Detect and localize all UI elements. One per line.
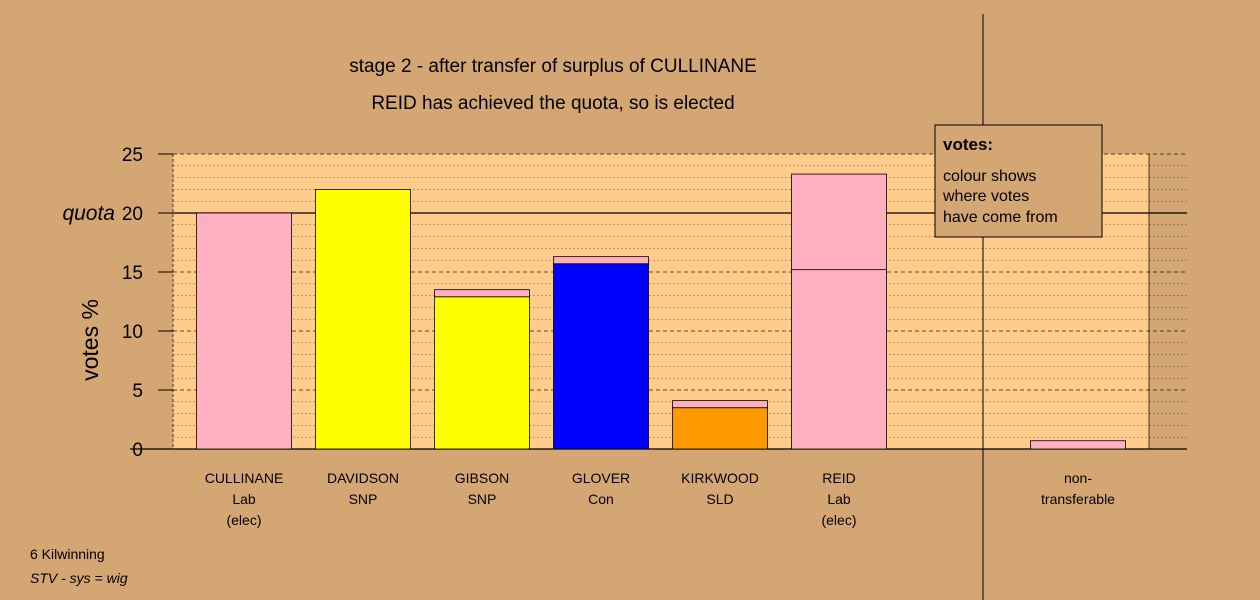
bar-segment: [553, 256, 649, 265]
legend-title: votes:: [943, 135, 993, 154]
bar-segment: [1030, 440, 1126, 450]
legend-box: [934, 124, 1103, 238]
bar-segment: [672, 400, 768, 409]
category-labels: CULLINANE Lab (elec) DAVIDSON SNP GIBSON SNP GL…: [205, 470, 1115, 528]
y-tick-label: 15: [122, 263, 143, 284]
category-label: Lab: [827, 491, 851, 507]
category-label: SNP: [468, 491, 497, 507]
category-label: DAVIDSON: [327, 470, 399, 486]
footer-system: STV - sys = wig: [30, 570, 128, 586]
legend-line-1: colour shows: [943, 168, 1036, 185]
bar-segment: [315, 188, 411, 450]
quota-label: quota: [62, 202, 115, 225]
y-tick-label: 20: [122, 204, 143, 225]
y-tick-label: 5: [132, 381, 143, 402]
category-label: GLOVER: [572, 470, 630, 486]
bar-segment: [434, 289, 530, 298]
category-label: (elec): [226, 512, 261, 528]
category-label: (elec): [821, 512, 856, 528]
legend-line-3: have come from: [943, 209, 1058, 226]
category-label: REID: [822, 470, 855, 486]
y-axis-label: votes %: [77, 299, 103, 381]
category-label: SNP: [349, 491, 378, 507]
category-label: KIRKWOOD: [681, 470, 759, 486]
category-label: Lab: [232, 491, 256, 507]
y-tick-label: 10: [122, 322, 143, 343]
legend: votes: colour shows where votes have com…: [934, 124, 1103, 238]
bar-segment: [553, 263, 649, 450]
category-label: CULLINANE: [205, 470, 284, 486]
bar-segment: [196, 212, 292, 450]
y-tick-label: 0: [132, 440, 143, 461]
bar-segment: [672, 407, 768, 450]
bars: [196, 173, 1126, 450]
legend-line-2: where votes: [942, 188, 1029, 205]
y-axis: 0 5 10 15 20 25 quota: [62, 145, 173, 461]
category-label: non-: [1064, 470, 1092, 486]
category-label: GIBSON: [455, 470, 509, 486]
chart-title: stage 2 - after transfer of surplus of C…: [349, 56, 757, 77]
footer-ward: 6 Kilwinning: [30, 546, 105, 562]
category-label: Con: [588, 491, 614, 507]
bar-segment: [791, 173, 887, 271]
chart-subtitle: REID has achieved the quota, so is elect…: [371, 93, 734, 114]
category-label: SLD: [706, 491, 733, 507]
bar-segment: [791, 269, 887, 450]
bar-segment: [434, 296, 530, 450]
y-tick-label: 25: [122, 145, 143, 166]
category-label: transferable: [1041, 491, 1115, 507]
